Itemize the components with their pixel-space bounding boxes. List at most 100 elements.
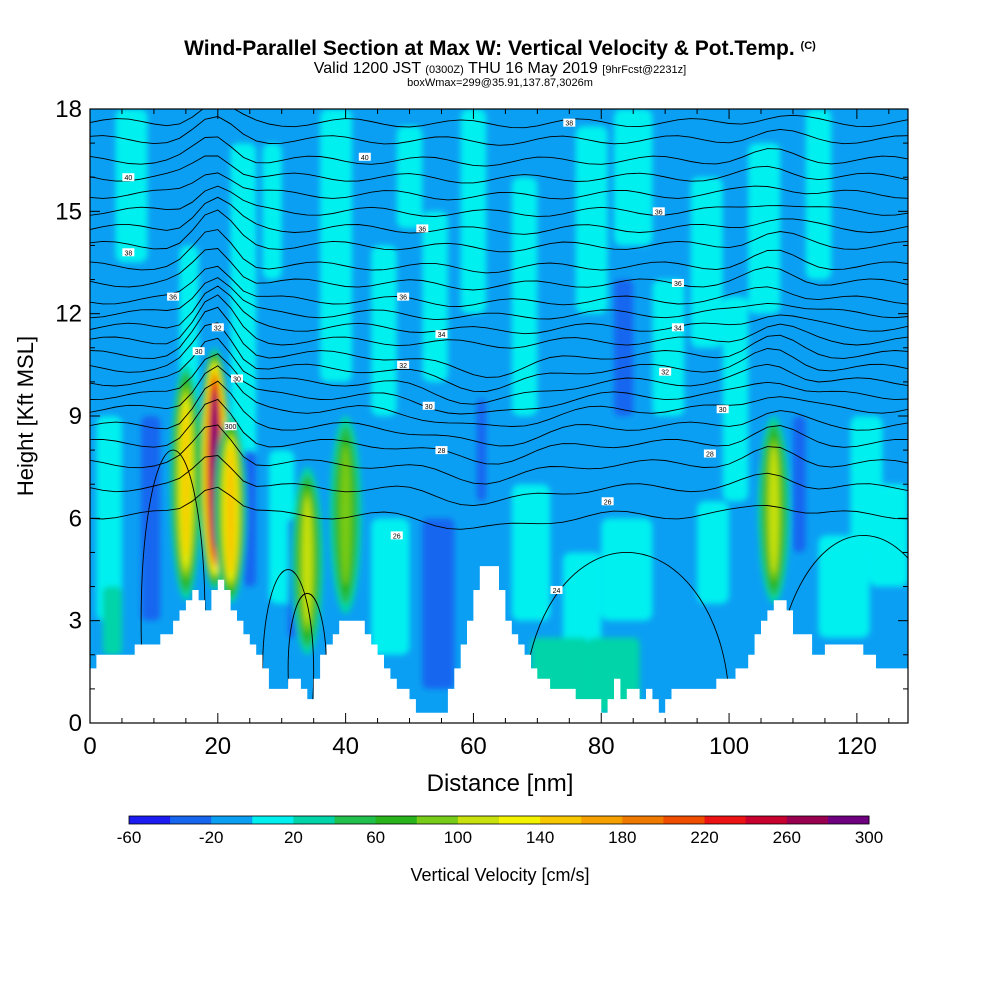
theta-contour bbox=[90, 294, 908, 349]
theta-contour bbox=[90, 277, 908, 321]
downdraft-band bbox=[614, 279, 634, 416]
colorbar-swatch bbox=[129, 816, 171, 824]
theta-label: 30 bbox=[719, 407, 727, 414]
theta-contour bbox=[90, 424, 908, 485]
theta-contour bbox=[90, 265, 908, 307]
colorbar-tick-label: 100 bbox=[444, 828, 472, 847]
theta-label-box bbox=[563, 118, 576, 127]
theta-contour bbox=[90, 155, 908, 184]
theta-contour bbox=[90, 209, 908, 253]
colorbar-swatch bbox=[540, 816, 582, 824]
theta-label-box bbox=[435, 330, 448, 339]
downdraft-band bbox=[422, 518, 455, 689]
weak-updraft-band bbox=[805, 109, 832, 280]
colorbar-swatch bbox=[252, 816, 294, 824]
x-axis-title: Distance [nm] bbox=[427, 770, 574, 797]
updraft-core-contour bbox=[182, 406, 190, 559]
theta-label-box bbox=[122, 173, 135, 182]
theta-contour bbox=[90, 248, 908, 291]
theta-contour bbox=[90, 196, 908, 235]
weak-updraft-band bbox=[575, 126, 608, 314]
theta-contour bbox=[90, 398, 908, 465]
weak-updraft-band bbox=[371, 245, 397, 416]
y-tick-label: 6 bbox=[69, 505, 82, 532]
x-tick-label: 80 bbox=[588, 733, 615, 760]
weak-updraft-band bbox=[320, 109, 353, 382]
x-tick-label: 120 bbox=[837, 733, 877, 760]
theta-label: 32 bbox=[661, 370, 669, 377]
theta-label: 38 bbox=[124, 250, 132, 257]
theta-label-box bbox=[397, 292, 410, 301]
updraft-core-contour bbox=[302, 497, 312, 625]
theta-label: 32 bbox=[399, 363, 407, 370]
colorbar-tick-label: 140 bbox=[526, 828, 554, 847]
theta-label: 36 bbox=[399, 295, 407, 302]
theta-label: 30 bbox=[195, 349, 203, 356]
colorbar: -60 -20 20 60 100 140 180 220 260 300 bbox=[117, 815, 883, 847]
colorbar-swatch bbox=[416, 816, 459, 824]
theta-contour bbox=[90, 116, 908, 146]
terrain bbox=[90, 566, 908, 723]
x-tick-label: 40 bbox=[332, 733, 359, 760]
copyright-mark: (C) bbox=[800, 40, 816, 52]
y-axis-title: Height [Kft MSL] bbox=[13, 336, 38, 496]
theta-label: 36 bbox=[418, 226, 426, 233]
theta-contour bbox=[90, 306, 908, 378]
colorbar-label: Vertical Velocity [cm/s] bbox=[410, 865, 589, 885]
theta-label: 34 bbox=[674, 325, 682, 332]
y-tick-label: 3 bbox=[69, 608, 82, 635]
theta-label-box bbox=[652, 207, 665, 216]
y-tick-label: 15 bbox=[55, 198, 82, 225]
theta-label-box bbox=[671, 278, 684, 287]
theta-label-box bbox=[167, 292, 180, 301]
updraft-core-contour bbox=[227, 450, 234, 570]
chart-title: Wind-Parallel Section at Max W: Vertical… bbox=[184, 37, 816, 60]
weak-updraft-band bbox=[511, 484, 551, 621]
colorbar-tick-label: 60 bbox=[366, 828, 385, 847]
colorbar-swatch bbox=[827, 816, 870, 824]
theta-label-box bbox=[550, 585, 563, 594]
weak-updraft-band bbox=[511, 177, 538, 416]
theta-label-box bbox=[211, 323, 224, 332]
theta-contour bbox=[90, 322, 908, 392]
weak-updraft-band bbox=[652, 279, 685, 416]
colorbar-tick-label: 20 bbox=[284, 828, 303, 847]
theta-contour bbox=[90, 365, 908, 427]
theta-contour bbox=[90, 380, 908, 447]
colorbar-tick-label: 180 bbox=[608, 828, 636, 847]
colorbar-tick-label: -20 bbox=[199, 828, 224, 847]
weak-updraft-band bbox=[460, 109, 487, 314]
weak-updraft-band bbox=[396, 126, 423, 229]
weak-updraft-band bbox=[697, 501, 730, 604]
weak-updraft-band bbox=[262, 143, 282, 280]
lowlevel-updraft-band bbox=[102, 586, 122, 655]
x-tick-label: 100 bbox=[709, 733, 749, 760]
theta-label-box bbox=[224, 422, 237, 431]
plot-area: 40 38 36 32 30 30 300 40 36 36 34 32 30 28 26 38 36 36 34 3… bbox=[90, 109, 908, 723]
theta-label: 32 bbox=[214, 325, 222, 332]
theta-label: 300 bbox=[225, 424, 237, 431]
theta-label: 24 bbox=[553, 588, 561, 595]
theta-label-box bbox=[716, 405, 729, 414]
theta-label-box bbox=[422, 401, 435, 410]
colorbar-tick-label: 300 bbox=[855, 828, 883, 847]
theta-contour bbox=[90, 185, 908, 217]
weak-updraft-band bbox=[614, 109, 653, 246]
weak-updraft-band bbox=[690, 177, 723, 348]
downdraft-band bbox=[476, 398, 487, 502]
colorbar-swatch bbox=[622, 816, 664, 824]
y-tick-label: 9 bbox=[69, 403, 82, 430]
theta-contour bbox=[90, 109, 908, 129]
colorbar-tick-label: -60 bbox=[117, 828, 142, 847]
theta-label-box bbox=[435, 446, 448, 455]
y-tick-label: 0 bbox=[69, 710, 82, 737]
theta-label-box bbox=[358, 152, 371, 161]
colorbar-tick-label: 260 bbox=[773, 828, 801, 847]
colorbar-swatch bbox=[170, 816, 212, 824]
x-tick-label: 20 bbox=[204, 733, 231, 760]
theta-contour bbox=[90, 455, 908, 507]
theta-label: 28 bbox=[706, 452, 714, 459]
colorbar-swatch bbox=[293, 816, 336, 824]
theta-label: 28 bbox=[438, 448, 446, 455]
